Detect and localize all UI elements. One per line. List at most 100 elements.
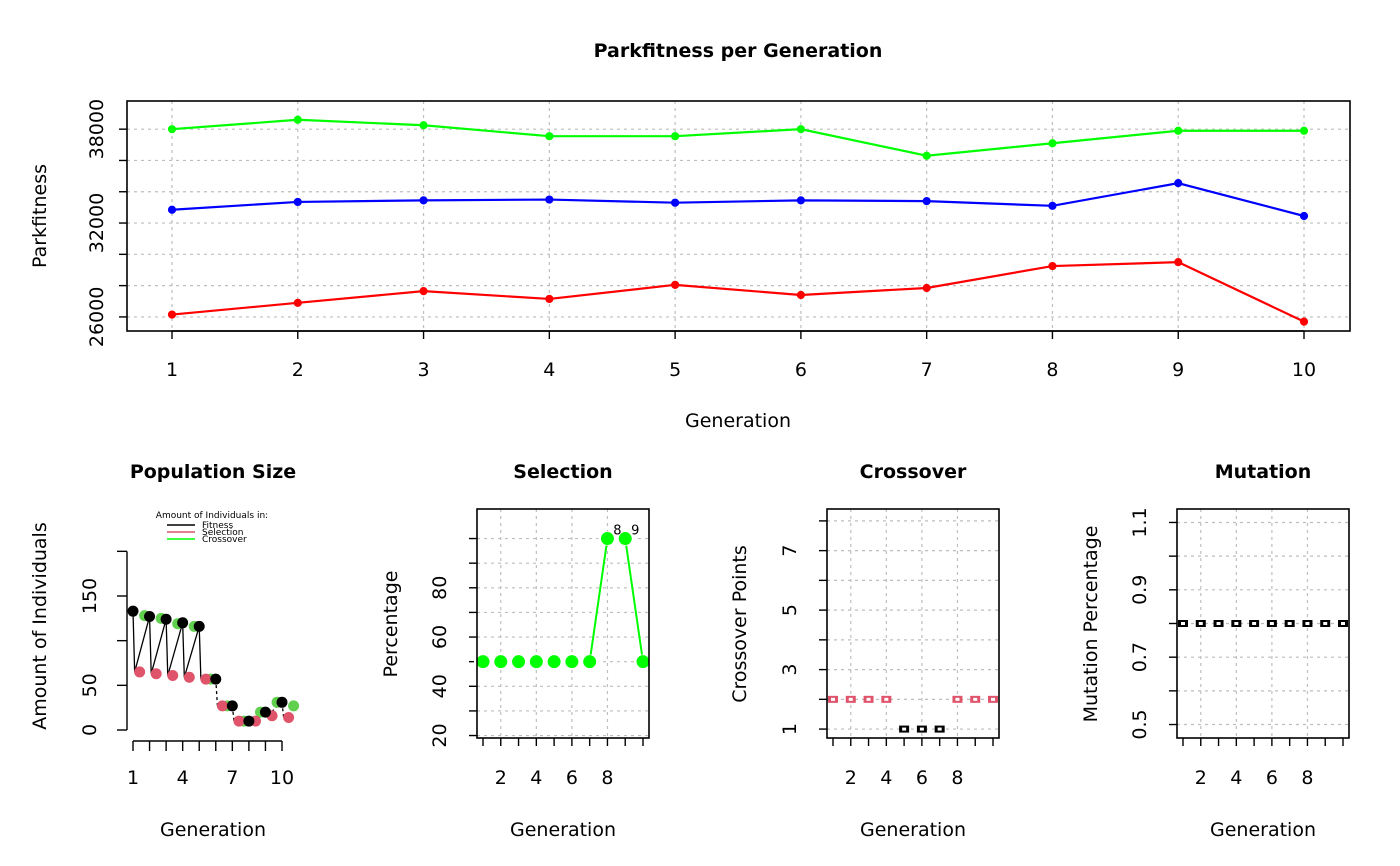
x-tick-label: 2 <box>292 359 304 381</box>
selection-ticks: 2 4 6 8 20 40 60 80 <box>429 537 644 789</box>
mutation-point-core <box>1234 622 1239 625</box>
x-tick-label: 2 <box>845 767 857 789</box>
x-tick-label: 8 <box>1301 767 1313 789</box>
selection-point <box>283 711 295 723</box>
fitness-selection-connector <box>132 611 136 672</box>
point-label: 9 <box>631 524 639 539</box>
crossover-point-core <box>991 697 995 701</box>
series-point <box>419 287 428 296</box>
selection-line <box>483 537 644 663</box>
selection-point <box>636 655 650 669</box>
series-point <box>167 205 177 214</box>
mutation-panel: Mutation Generation Mutation Percentage … <box>1080 461 1350 841</box>
fitness-point <box>177 617 189 629</box>
x-tick-label: 2 <box>495 767 507 789</box>
parkfitness-title: Parkfitness per Generation <box>594 40 883 62</box>
mutation-point-core <box>1341 622 1345 625</box>
series-point <box>1048 139 1057 148</box>
fitness-point <box>276 696 288 708</box>
series-point <box>419 196 428 205</box>
mutation-xlabel: Generation <box>1210 819 1316 841</box>
series-point <box>1299 211 1309 221</box>
y-tick-label: 5 <box>779 604 801 616</box>
x-tick-label: 6 <box>916 767 928 789</box>
crossover-panel: Crossover Generation Crossover Points 2 4… <box>729 461 1000 841</box>
crossover-point-core <box>831 697 835 701</box>
x-tick-label: 8 <box>601 767 613 789</box>
series-point <box>1048 261 1057 271</box>
selection-fitness-connector <box>134 616 151 673</box>
series-point <box>545 132 554 141</box>
population-legend: Amount of Individuals in: Fitness Select… <box>156 511 268 545</box>
selection-point <box>476 655 490 669</box>
fitness-selection-connector <box>148 616 152 674</box>
series-point <box>419 121 428 130</box>
mutation-title: Mutation <box>1215 461 1312 483</box>
selection-point <box>150 668 162 680</box>
series-point <box>671 132 680 141</box>
fitness-point <box>210 673 222 685</box>
y-tick-label: 3 <box>779 664 801 676</box>
selection-point <box>494 655 508 669</box>
mutation-ticks: 2 4 6 8 0.5 0.7 0.9 1.1 <box>1129 507 1344 789</box>
x-tick-label: 1 <box>166 359 178 381</box>
parkfitness-ylabel: Parkfitness <box>29 164 51 268</box>
fitness-point <box>259 706 271 718</box>
fitness-selection-connector <box>182 622 185 678</box>
selection-point <box>167 670 179 682</box>
selection-fitness-connector <box>150 619 167 674</box>
selection-grid <box>477 509 649 738</box>
population-marks <box>127 605 300 727</box>
mutation-ylabel: Mutation Percentage <box>1080 526 1102 723</box>
selection-point <box>183 671 195 683</box>
x-tick-label: 1 <box>127 767 139 789</box>
x-tick-label: 6 <box>795 359 807 381</box>
mutation-point-core <box>1252 622 1257 625</box>
x-tick-label: 10 <box>270 767 294 789</box>
series-line <box>171 261 1305 323</box>
x-tick-label: 2 <box>1195 767 1207 789</box>
crossover-xlabel: Generation <box>860 819 966 841</box>
y-tick-label: 32000 <box>86 193 108 253</box>
series-point <box>922 151 931 160</box>
selection-point <box>233 715 245 727</box>
series-point <box>796 290 805 300</box>
parkfitness-grid <box>127 101 1350 331</box>
parkfitness-xlabel: Generation <box>685 410 791 432</box>
x-tick-label: 3 <box>418 359 430 381</box>
x-tick-label: 7 <box>226 767 238 789</box>
mutation-point-core <box>1198 622 1203 625</box>
fitness-selection-connector <box>198 626 202 680</box>
selection-point <box>618 532 632 546</box>
population-ylabel: Amount of Individuals <box>29 522 51 730</box>
series-point <box>671 280 680 289</box>
mutation-point-core <box>1216 622 1221 625</box>
series-point <box>1299 317 1309 326</box>
mutation-point-core <box>1323 622 1328 625</box>
mutation-point-core <box>1181 622 1185 625</box>
crossover-point-core <box>973 697 978 701</box>
crossover-title: Crossover <box>860 461 967 483</box>
y-tick-label: 26000 <box>86 287 108 347</box>
y-tick-label: 1.1 <box>1129 507 1151 537</box>
crossover-point-core <box>955 697 960 701</box>
series-point <box>1048 201 1057 210</box>
selection-point <box>134 666 146 678</box>
crossover-plot-frame <box>826 508 1000 739</box>
mutation-point-core <box>1305 622 1310 625</box>
series-point <box>293 115 302 124</box>
x-tick-label: 4 <box>530 767 542 789</box>
selection-plot-frame <box>476 508 650 739</box>
series-point <box>293 298 302 307</box>
x-tick-label: 4 <box>177 767 189 789</box>
series-line <box>171 118 1304 157</box>
y-tick-label: 40 <box>429 674 451 698</box>
selection-point <box>600 532 614 546</box>
population-xlabel: Generation <box>160 819 266 841</box>
crossover-point <box>288 700 300 712</box>
population-title: Population Size <box>130 461 296 483</box>
fitness-point <box>144 611 156 623</box>
series-point <box>1174 179 1183 188</box>
y-tick-label: 0.7 <box>1129 642 1151 672</box>
